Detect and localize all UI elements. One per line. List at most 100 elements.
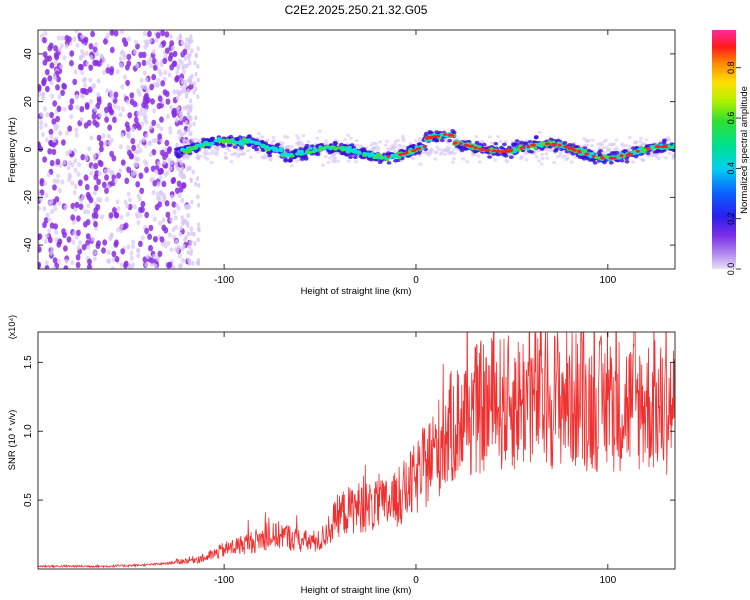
spectrogram-point: [558, 153, 563, 157]
spectrogram-point: [73, 148, 77, 154]
spectrogram-point: [300, 152, 306, 156]
spectrogram-point: [654, 145, 659, 149]
spectrogram-point: [136, 253, 141, 259]
spectrogram-point: [157, 220, 162, 226]
spectrogram-point: [179, 226, 183, 231]
spectrogram-point: [434, 130, 439, 134]
spectrogram-point: [183, 56, 187, 61]
spectrogram-point: [232, 140, 238, 144]
spectrogram-point: [56, 173, 61, 179]
spectrogram-point: [187, 45, 191, 50]
spectrogram-point: [423, 144, 427, 148]
spectrogram-point: [52, 266, 57, 269]
y-tick-label: 0.5: [23, 493, 34, 507]
spectrogram-point: [301, 155, 306, 159]
spectrogram-point: [533, 135, 539, 139]
snr-frame: [37, 331, 676, 570]
spectrogram-point: [43, 30, 48, 36]
spectrogram-point: [68, 160, 72, 166]
spectrogram-point: [112, 116, 117, 124]
spectrogram-point: [156, 191, 160, 197]
spectrogram-point: [189, 80, 193, 85]
spectrogram-point: [214, 152, 219, 156]
spectrogram-point: [646, 154, 651, 158]
spectrogram-point: [107, 105, 113, 113]
spectrogram-point: [209, 152, 214, 156]
spectrogram-point: [182, 48, 188, 56]
spectrogram-point: [92, 153, 97, 159]
spectrogram-point: [70, 180, 75, 186]
spectrogram-point: [487, 135, 492, 139]
spectrogram-point: [38, 205, 41, 211]
spectrogram-point: [646, 147, 651, 151]
spectrogram-point: [119, 214, 124, 220]
spectrogram-point: [111, 250, 117, 258]
spectrogram-point: [182, 244, 186, 249]
spectrogram-point: [159, 61, 164, 68]
spectrogram-point: [185, 166, 189, 172]
spectrogram-point: [346, 159, 351, 163]
spectrogram-point: [195, 155, 200, 160]
spectrogram-point: [142, 256, 148, 263]
spectrogram-point: [185, 63, 189, 68]
spectrogram-point: [433, 151, 438, 155]
spectrogram-point: [604, 145, 609, 149]
spectrogram-point: [654, 154, 659, 158]
spectrogram-point: [169, 247, 174, 253]
spectrogram-point: [514, 139, 520, 143]
spectrogram-point: [55, 84, 60, 91]
spectrogram-point: [158, 175, 163, 181]
spectrogram-point: [412, 149, 417, 153]
spectrogram-point: [74, 132, 79, 138]
spectrogram-point: [660, 145, 665, 149]
spectrogram-point: [374, 145, 379, 149]
spectrogram-point: [89, 135, 94, 141]
spectrogram-point: [315, 152, 321, 156]
spectrogram-point: [446, 146, 451, 150]
spectrogram-point: [332, 140, 338, 145]
spectrogram-point: [499, 150, 504, 153]
x-tick-label: 100: [600, 575, 617, 586]
spectrogram-point: [160, 30, 166, 37]
spectrogram-point: [59, 43, 64, 49]
spectrogram-point: [203, 155, 207, 159]
spectrogram-point: [404, 151, 409, 155]
spectrogram-point: [72, 78, 78, 86]
spectrogram-point: [516, 148, 521, 152]
spectrogram-point: [45, 212, 50, 218]
spectrogram-point: [92, 190, 97, 196]
spectrogram-point: [545, 156, 550, 160]
spectrogram-point: [205, 157, 210, 161]
spectrogram-point: [49, 250, 54, 256]
spectrogram-point: [110, 266, 115, 269]
spectrogram-point: [145, 60, 150, 66]
spectrogram-point: [144, 133, 149, 139]
spectrogram-point: [299, 149, 304, 153]
spectrogram-point: [169, 104, 174, 110]
spectrogram-point: [205, 151, 210, 156]
spectrogram-point: [116, 206, 121, 212]
spectrogram-point: [156, 123, 161, 129]
spectrogram-point: [154, 37, 159, 43]
spectrogram-point: [147, 30, 152, 37]
spectrogram-point: [534, 155, 539, 159]
spectrogram-point: [99, 145, 104, 153]
spectrogram-point: [72, 230, 77, 236]
spectrogram-point: [124, 177, 130, 184]
spectrogram-point: [649, 153, 654, 158]
spectrogram-point: [151, 119, 157, 127]
spectrogram-point: [53, 206, 58, 212]
spectrogram-point: [627, 148, 632, 152]
spectrogram-point: [591, 154, 596, 158]
snr-multiplier: (x10⁴): [7, 315, 17, 339]
spectrogram-point: [144, 77, 149, 83]
spectrogram-point: [195, 260, 199, 266]
spectrogram-point: [247, 139, 252, 143]
spectrogram-point: [558, 151, 563, 155]
spectrogram-point: [139, 107, 144, 113]
spectrogram-point: [77, 179, 83, 187]
spectrogram-point: [627, 145, 632, 149]
spectrogram-point: [584, 152, 589, 156]
spectrogram-point: [148, 124, 153, 130]
spectrogram-point: [142, 159, 147, 165]
